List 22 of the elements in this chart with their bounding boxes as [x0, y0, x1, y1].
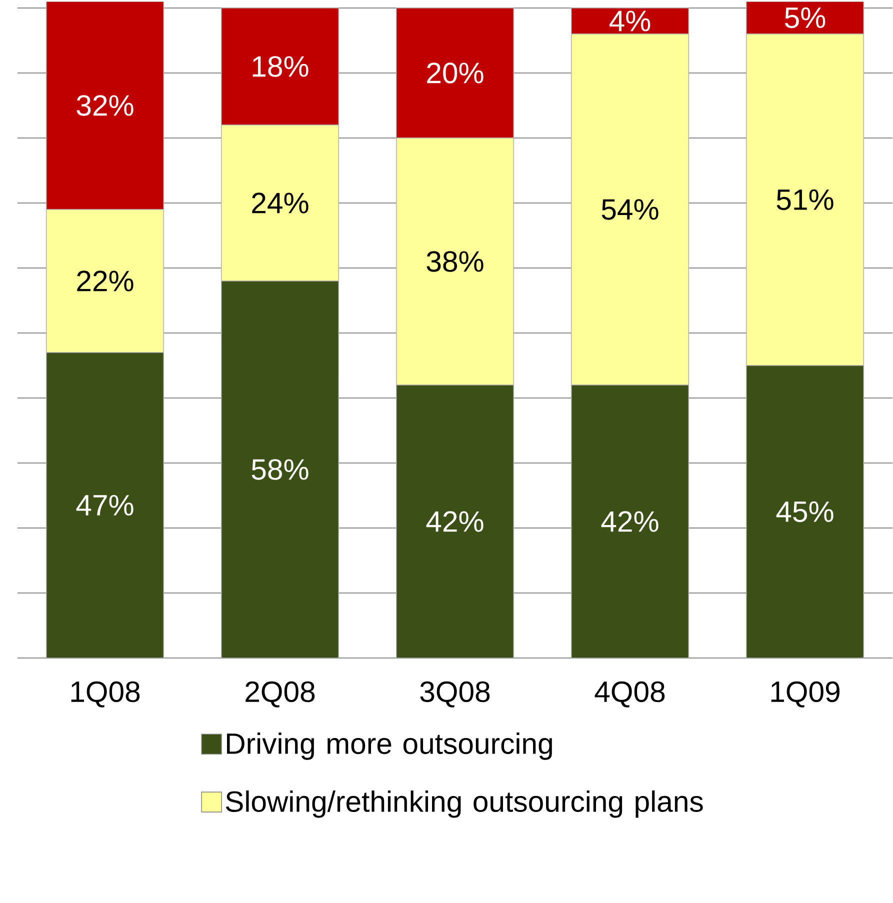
data-label: 20% [427, 62, 484, 84]
data-label: 38% [426, 251, 484, 272]
data-label: 47% [76, 494, 134, 516]
data-label: 32% [76, 95, 134, 116]
x-tick-label: 1Q09 [771, 681, 840, 708]
data-label: 45% [776, 501, 834, 522]
data-label: 51% [776, 189, 834, 210]
legend-label: Slowing/rethinking outsourcing plans [226, 790, 703, 818]
x-tick-label: 3Q08 [420, 681, 490, 708]
data-label: 18% [252, 56, 308, 77]
x-tick-label: 2Q08 [246, 681, 315, 708]
data-label: 42% [601, 511, 658, 532]
data-label: 42% [426, 511, 484, 532]
legend-label: Driving more outsourcing [227, 732, 552, 760]
data-label: 54% [602, 199, 658, 220]
data-label: 22% [77, 270, 134, 292]
data-label: 5% [784, 7, 826, 28]
x-tick-label: 4Q08 [594, 681, 665, 708]
data-label: 58% [252, 459, 308, 480]
x-tick-label: 1Q08 [71, 681, 140, 708]
data-label: 24% [252, 192, 308, 214]
data-label: 4% [609, 10, 650, 32]
